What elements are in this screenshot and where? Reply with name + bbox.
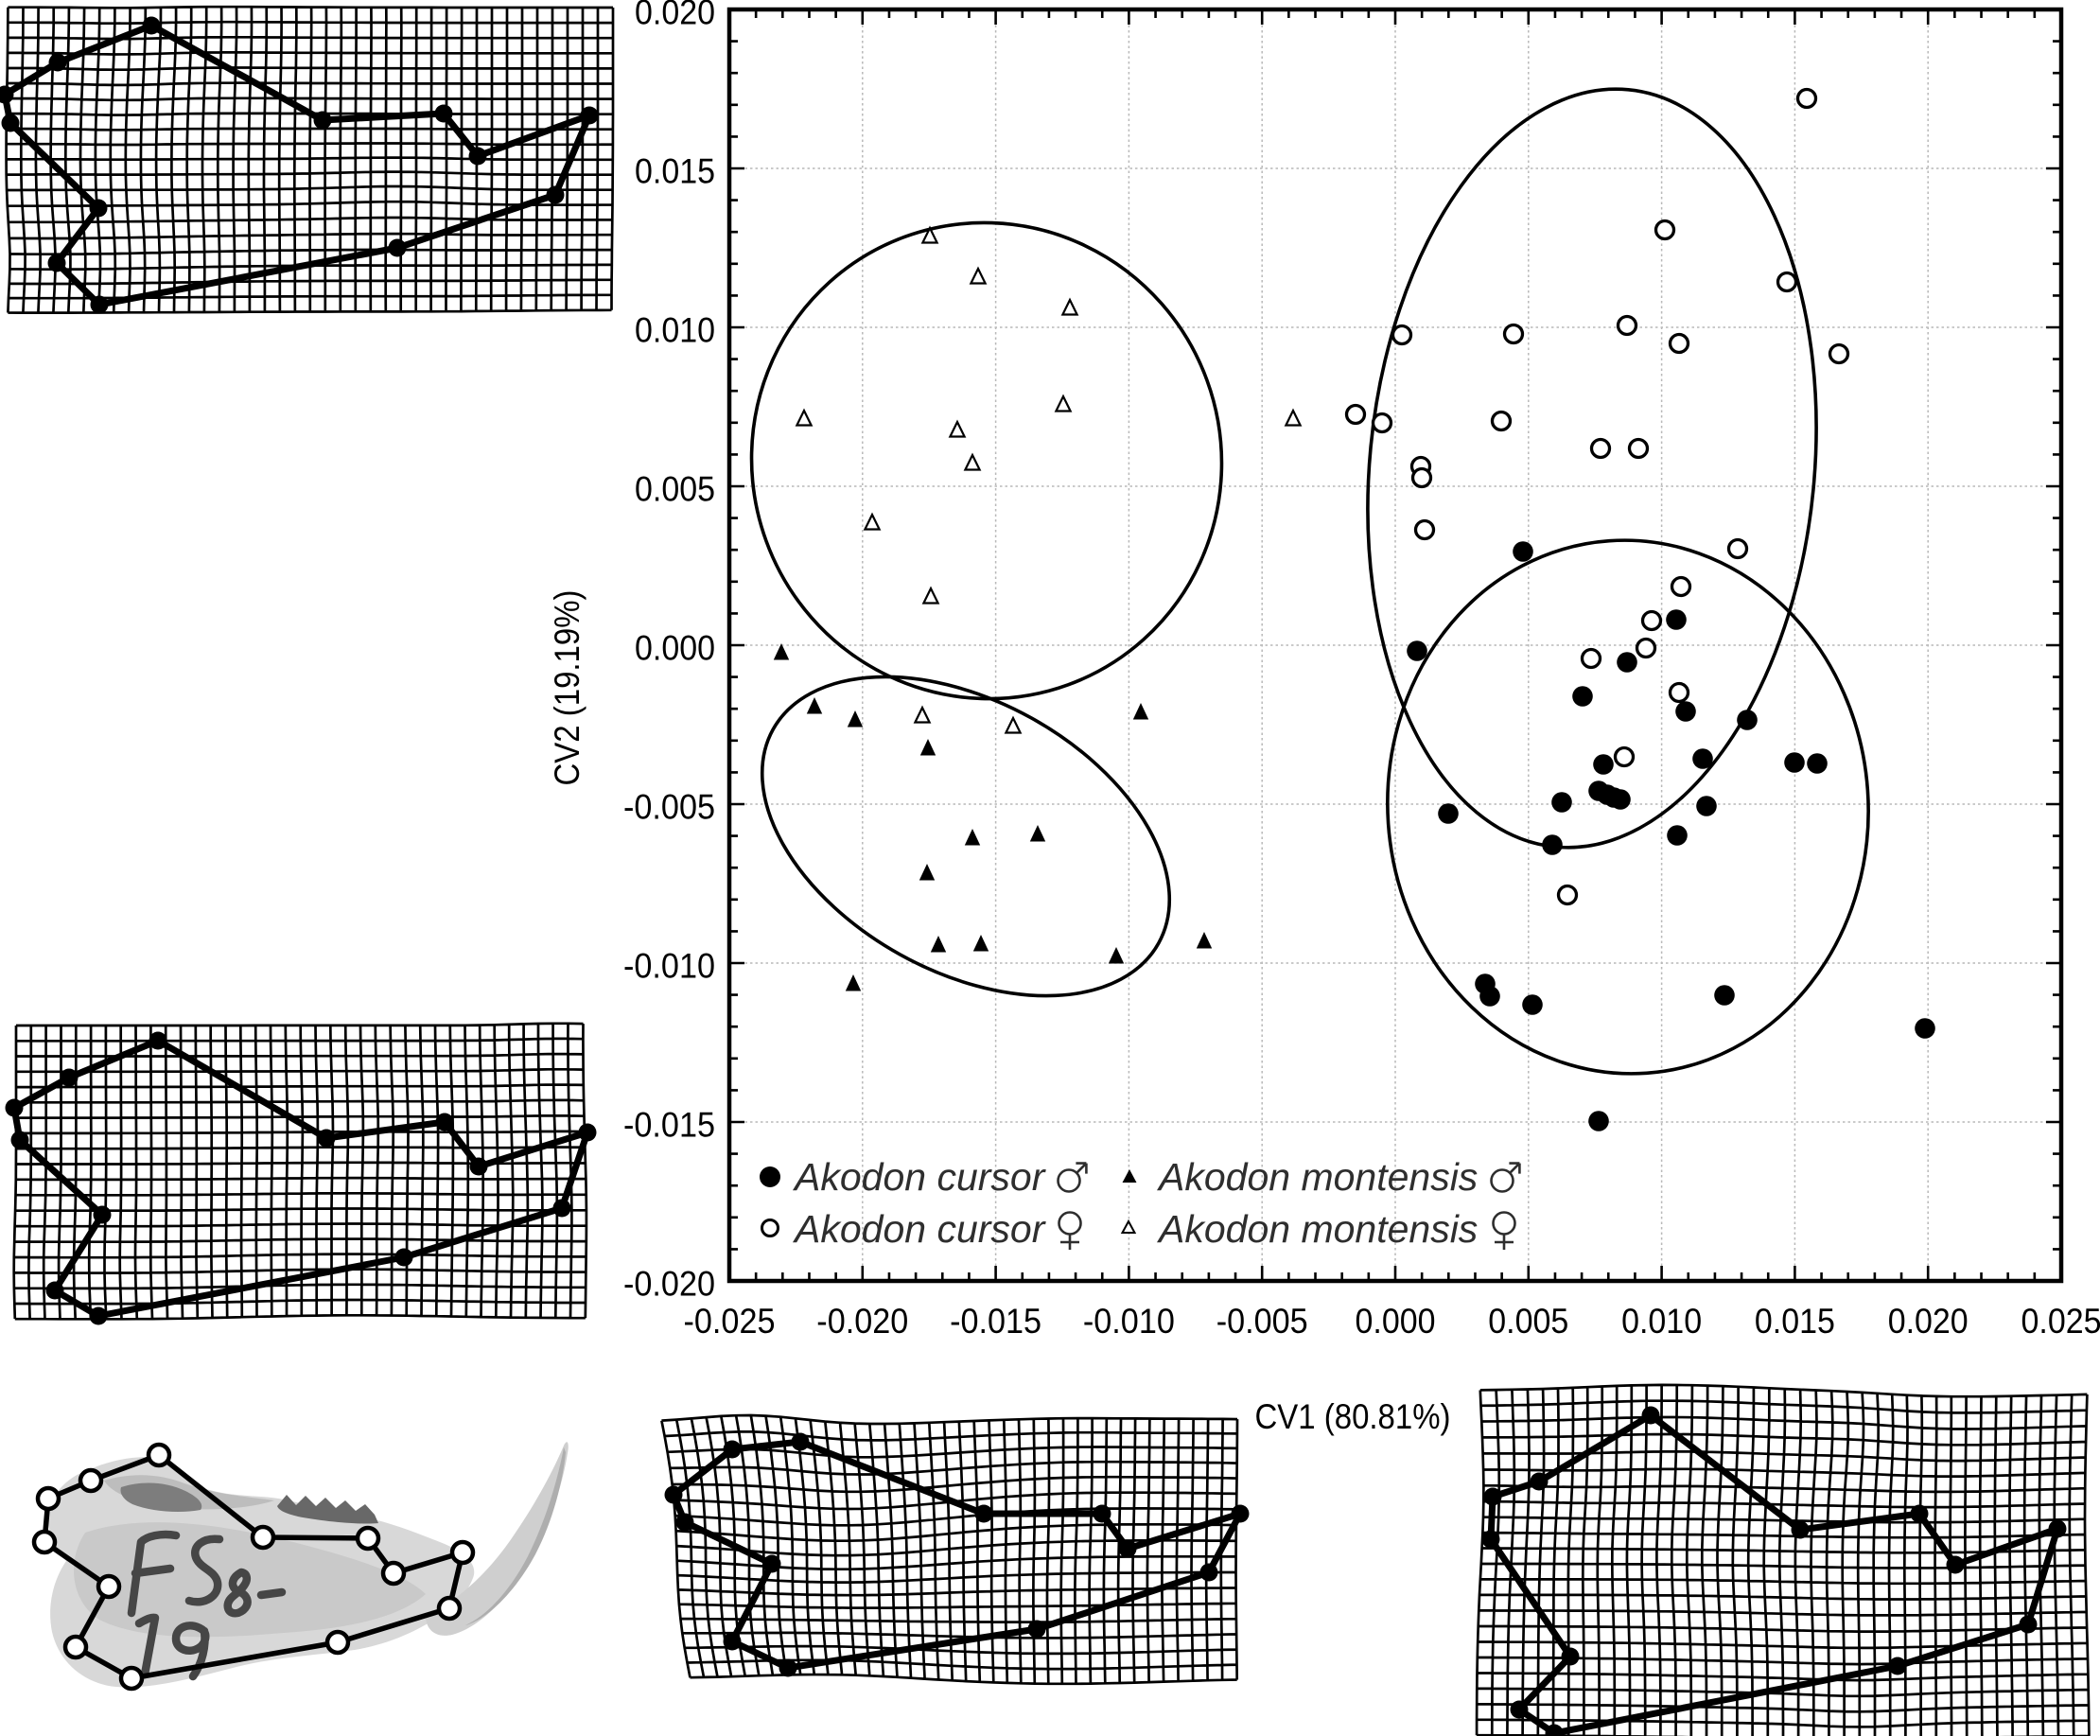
svg-text:-0.015: -0.015 (623, 1106, 715, 1145)
svg-text:0.000: 0.000 (1356, 1302, 1436, 1341)
svg-text:Akodon montensis: Akodon montensis (1156, 1207, 1478, 1251)
svg-text:-0.005: -0.005 (623, 788, 715, 827)
svg-text:Akodon cursor: Akodon cursor (792, 1155, 1047, 1199)
svg-text:-0.020: -0.020 (623, 1265, 715, 1304)
svg-text:Akodon cursor: Akodon cursor (792, 1207, 1047, 1251)
svg-text:0.020: 0.020 (1888, 1302, 1969, 1341)
svg-text:0.000: 0.000 (635, 629, 715, 668)
svg-text:-0.025: -0.025 (684, 1302, 776, 1341)
svg-text:-0.020: -0.020 (816, 1302, 908, 1341)
svg-text:-0.005: -0.005 (1216, 1302, 1308, 1341)
svg-text:0.020: 0.020 (635, 0, 715, 32)
svg-text:0.005: 0.005 (635, 470, 715, 509)
svg-text:0.010: 0.010 (1621, 1302, 1702, 1341)
svg-text:-0.015: -0.015 (950, 1302, 1041, 1341)
svg-text:CV1 (80.81%): CV1 (80.81%) (1255, 1397, 1451, 1436)
svg-text:Akodon montensis: Akodon montensis (1156, 1155, 1478, 1199)
svg-text:0.005: 0.005 (1488, 1302, 1568, 1341)
svg-text:CV2 (19.19%): CV2 (19.19%) (548, 590, 586, 786)
svg-text:0.015: 0.015 (1755, 1302, 1835, 1341)
svg-text:-0.010: -0.010 (1083, 1302, 1175, 1341)
svg-text:0.010: 0.010 (635, 311, 715, 350)
svg-text:0.025: 0.025 (2021, 1302, 2100, 1341)
svg-text:-0.010: -0.010 (623, 947, 715, 986)
svg-text:0.015: 0.015 (635, 152, 715, 191)
